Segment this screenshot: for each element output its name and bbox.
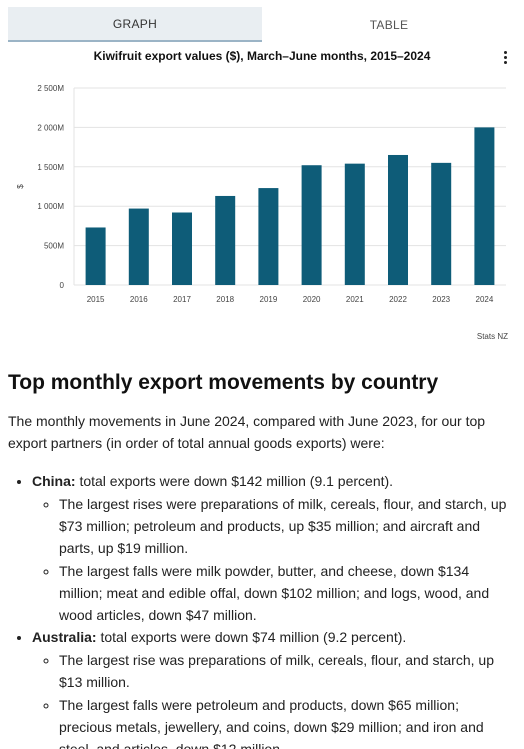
- bar-2020[interactable]: [301, 165, 322, 285]
- section-intro: The monthly movements in June 2024, comp…: [8, 413, 486, 451]
- bar-2021[interactable]: [344, 163, 365, 285]
- x-tick-label: 2015: [87, 295, 105, 304]
- x-tick-label: 2020: [303, 295, 321, 304]
- list-item: The largest falls were petroleum and pro…: [59, 694, 512, 749]
- tab-graph[interactable]: GRAPH: [8, 7, 262, 42]
- bar-2015[interactable]: [85, 227, 106, 285]
- x-tick-label: 2024: [476, 295, 494, 304]
- country-list: China: total exports were down $142 mill…: [32, 470, 512, 749]
- detail-list: The largest rise was preparations of mil…: [59, 649, 512, 749]
- bar-2017[interactable]: [172, 212, 192, 285]
- list-item: The largest falls were milk powder, butt…: [59, 560, 512, 626]
- x-tick-label: 2021: [346, 295, 364, 304]
- country-summary: total exports were down $74 million (9.2…: [96, 629, 407, 645]
- y-axis-label: $: [16, 184, 25, 189]
- y-tick-label: 2 000M: [37, 123, 64, 132]
- section-title: Top monthly export movements by country: [8, 371, 439, 394]
- x-tick-label: 2023: [432, 295, 450, 304]
- list-item: The largest rise was preparations of mil…: [59, 649, 512, 693]
- bar-2022[interactable]: [388, 154, 408, 285]
- bar-chart: 0 500M 1 000M 1 500M 2 000M 2 500M $2015 2016 20…: [16, 84, 506, 304]
- y-tick-label: 0: [60, 281, 65, 290]
- chart-title: Kiwifruit export values ($), March–June …: [93, 49, 431, 63]
- list-item-australia: Australia: total exports were down $74 m…: [32, 626, 512, 749]
- bar-2018[interactable]: [215, 195, 236, 285]
- country-summary: total exports were down $142 million (9.…: [75, 473, 394, 489]
- x-tick-label: 2022: [389, 295, 407, 304]
- country-name: Australia:: [32, 629, 97, 645]
- x-tick-label: 2017: [173, 295, 191, 304]
- detail-list: The largest rises were preparations of m…: [59, 493, 512, 626]
- country-name: China:: [32, 473, 76, 489]
- x-tick-label: 2018: [216, 295, 234, 304]
- view-tabs: GRAPH TABLE: [8, 7, 516, 42]
- bar-2023[interactable]: [431, 162, 452, 285]
- more-options-icon[interactable]: [500, 51, 510, 67]
- bar-2024[interactable]: [474, 127, 495, 286]
- y-tick-label: 500M: [44, 242, 64, 251]
- y-tick-label: 2 500M: [37, 84, 64, 93]
- list-item-china: China: total exports were down $142 mill…: [32, 470, 512, 626]
- y-tick-label: 1 500M: [37, 163, 64, 172]
- chart-source: Stats NZ: [476, 332, 508, 341]
- list-item: The largest rises were preparations of m…: [59, 493, 512, 559]
- y-tick-label: 1 000M: [37, 202, 64, 211]
- x-tick-label: 2019: [260, 295, 278, 304]
- bar-2016[interactable]: [128, 208, 149, 285]
- x-tick-label: 2016: [130, 295, 148, 304]
- bar-2019[interactable]: [258, 188, 279, 285]
- tab-table[interactable]: TABLE: [369, 17, 409, 32]
